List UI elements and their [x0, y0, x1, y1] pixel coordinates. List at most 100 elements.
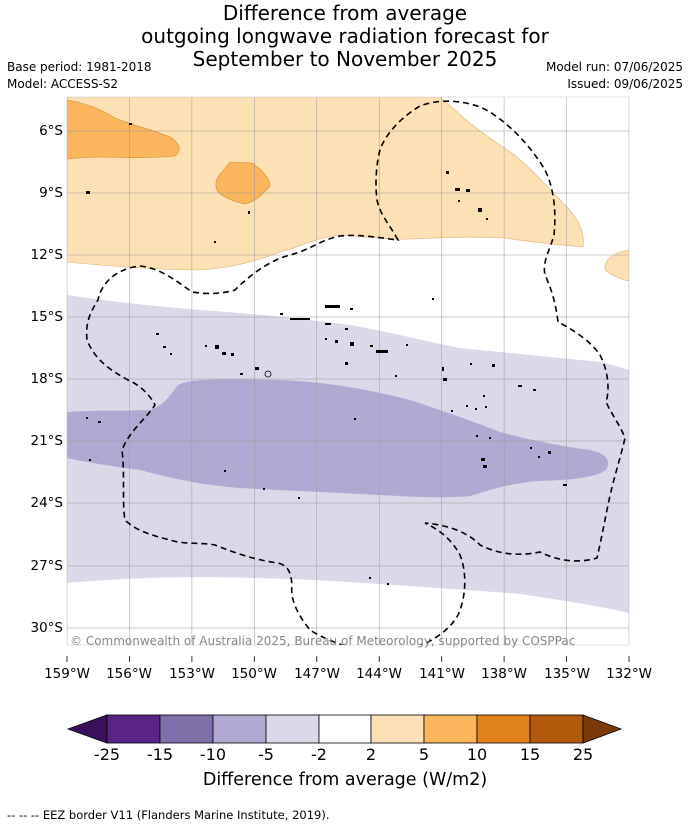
island [475, 408, 477, 410]
island [240, 373, 243, 375]
island [255, 367, 259, 370]
colorbar-label: -10 [199, 745, 227, 764]
island [481, 458, 485, 461]
island [443, 378, 447, 381]
island [280, 313, 283, 315]
island [376, 350, 388, 353]
islands [86, 123, 567, 585]
island [492, 364, 495, 367]
island [248, 211, 250, 214]
colorbar-swatch [476, 714, 531, 744]
island [387, 583, 389, 585]
island [563, 484, 567, 486]
island [518, 385, 522, 387]
island [325, 338, 327, 340]
colorbar-arrow-max [582, 714, 623, 744]
title-line-2: outgoing longwave radiation forecast for [141, 24, 549, 48]
island [86, 417, 88, 419]
island [486, 218, 488, 220]
lat-label: 30°S [30, 620, 64, 636]
island [369, 577, 371, 579]
island [466, 189, 470, 192]
island [325, 323, 331, 325]
graticule [67, 97, 629, 645]
lat-label: 24°S [30, 495, 64, 511]
island [350, 308, 353, 310]
colorbar-label: -25 [93, 745, 121, 764]
lat-label: 21°S [30, 433, 64, 449]
lon-label: 156°W [106, 666, 152, 682]
map-frame [66, 96, 630, 646]
island [163, 346, 166, 348]
anomaly-region-pos-5-10-west [67, 99, 180, 160]
island [98, 421, 101, 423]
island [489, 437, 491, 439]
model-run-date: Model run: 07/06/2025 [545, 60, 683, 74]
colorbar [66, 714, 623, 744]
island [470, 363, 472, 365]
island [548, 451, 551, 454]
island [263, 488, 265, 490]
lat-label: 18°S [30, 371, 64, 387]
meta-left: Base period: 1981-2018 Model: ACCESS-S2 [7, 59, 152, 93]
colorbar-label: 2 [365, 745, 377, 764]
island [476, 435, 478, 437]
island [89, 459, 91, 461]
island [170, 353, 172, 355]
anomaly-region-neg-5-10 [67, 379, 609, 498]
colorbar-swatch [106, 714, 161, 744]
island [335, 340, 338, 343]
colorbar-label: -2 [311, 745, 327, 764]
lat-label: 6°S [39, 123, 63, 139]
colorbar-label: 5 [418, 745, 430, 764]
island [455, 188, 460, 191]
lon-label: 144°W [356, 666, 402, 682]
lon-label: 132°W [606, 666, 652, 682]
copyright-notice: © Commonwealth of Australia 2025, Bureau… [70, 634, 576, 648]
island [345, 362, 348, 365]
island [215, 345, 219, 349]
title-line-3: September to November 2025 [192, 47, 498, 71]
island [478, 208, 482, 212]
eez-border [85, 100, 626, 645]
island [350, 342, 354, 346]
island [530, 447, 532, 449]
island [483, 395, 485, 397]
island [446, 171, 449, 174]
colorbar-swatch [370, 714, 425, 744]
lat-label: 9°S [39, 185, 63, 201]
island [432, 298, 434, 300]
lat-label: 15°S [30, 309, 64, 325]
island [224, 470, 226, 472]
island [86, 191, 90, 194]
anomaly-region-pos-5-10-central [215, 161, 271, 205]
colorbar-title: Difference from average (W/m2) [202, 770, 488, 790]
island [451, 410, 453, 412]
atoll-marker [264, 370, 272, 378]
colorbar-label: 15 [519, 745, 541, 764]
island [298, 497, 300, 499]
colorbar-swatch [265, 714, 320, 744]
colorbar-swatch [159, 714, 214, 744]
island [406, 344, 408, 346]
island [483, 465, 487, 468]
colorbar-label: 25 [572, 745, 594, 764]
map-area [67, 97, 629, 645]
lat-label: 12°S [30, 247, 64, 263]
island [533, 389, 536, 391]
island [354, 418, 356, 420]
island [485, 406, 487, 408]
issued-date: Issued: 09/06/2025 [567, 77, 683, 91]
chart-title: Difference from average outgoing longwav… [0, 2, 690, 71]
island [325, 305, 340, 308]
lon-ticks [66, 656, 630, 662]
island [222, 352, 226, 355]
colorbar-swatch [423, 714, 478, 744]
lon-label: 141°W [419, 666, 465, 682]
island [538, 456, 540, 458]
island [231, 353, 234, 356]
lon-label: 153°W [169, 666, 215, 682]
island [458, 200, 460, 202]
island [156, 333, 159, 335]
